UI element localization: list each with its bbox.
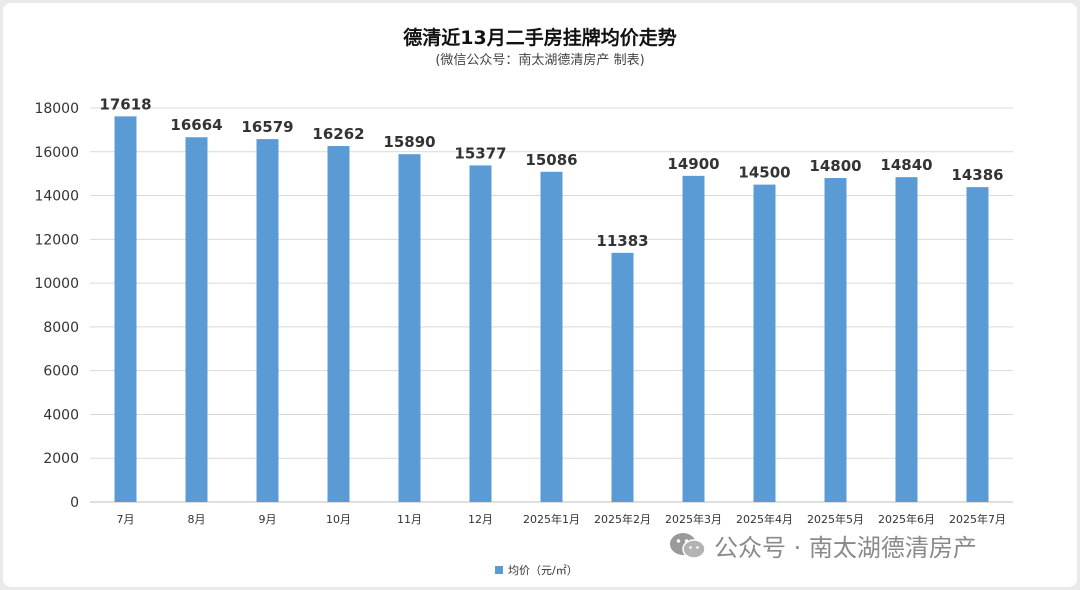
x-tick-label: 2025年4月 — [736, 512, 793, 526]
bar — [256, 139, 279, 502]
bar — [824, 178, 847, 503]
bar — [540, 171, 563, 502]
data-label: 14500 — [738, 164, 790, 182]
y-tick-label: 0 — [70, 495, 79, 511]
y-tick-label: 16000 — [34, 145, 79, 161]
x-tick-label: 2025年6月 — [878, 512, 935, 526]
y-tick-label: 10000 — [34, 276, 79, 292]
x-tick-label: 2025年2月 — [594, 512, 651, 526]
data-label: 11383 — [596, 232, 648, 250]
bar — [398, 154, 421, 503]
x-tick-label: 2025年3月 — [665, 512, 722, 526]
data-label: 14840 — [880, 156, 932, 174]
bar — [682, 175, 705, 502]
x-tick-label: 12月 — [468, 513, 493, 526]
y-tick-label: 14000 — [34, 189, 79, 205]
bar — [327, 146, 350, 502]
data-label: 15890 — [383, 133, 435, 151]
x-tick-label: 2025年5月 — [807, 512, 864, 526]
x-tick-label: 10月 — [326, 513, 351, 526]
y-tick-label: 8000 — [43, 320, 79, 336]
y-tick-label: 2000 — [43, 451, 79, 467]
data-label: 16262 — [312, 125, 364, 143]
bar — [966, 187, 989, 502]
watermark: 公众号 · 南太湖德清房产 — [668, 528, 977, 563]
chart-title: 德清近13月二手房挂牌均价走势 — [403, 27, 677, 49]
data-label: 14900 — [667, 155, 719, 173]
legend-swatch — [495, 566, 503, 574]
y-tick-label: 12000 — [34, 232, 79, 248]
bar — [753, 184, 776, 502]
x-tick-label: 7月 — [117, 513, 135, 526]
legend-label: 均价（元/㎡） — [508, 564, 578, 577]
data-label: 14386 — [951, 166, 1003, 184]
x-tick-label: 9月 — [259, 513, 277, 526]
y-tick-label: 18000 — [34, 101, 79, 117]
bar — [469, 165, 492, 502]
chart-legend: 均价（元/㎡） — [495, 562, 578, 578]
data-label: 16664 — [170, 116, 222, 134]
bar — [185, 137, 208, 502]
watermark-text: 公众号 · 南太湖德清房产 — [714, 534, 977, 562]
x-tick-label: 2025年7月 — [949, 512, 1006, 526]
data-label: 15377 — [454, 144, 506, 162]
bar — [611, 252, 634, 502]
chart-subtitle: (微信公众号：南太湖德清房产 制表) — [435, 53, 645, 68]
data-label: 14800 — [809, 157, 861, 175]
bar — [114, 116, 137, 502]
data-label: 15086 — [525, 151, 577, 169]
wechat-icon — [670, 532, 706, 559]
data-label: 17618 — [99, 95, 151, 113]
y-tick-label: 4000 — [43, 407, 79, 423]
x-tick-label: 8月 — [188, 513, 206, 526]
data-label: 16579 — [241, 118, 293, 136]
y-tick-label: 6000 — [43, 364, 79, 380]
x-tick-label: 2025年1月 — [523, 512, 580, 526]
bar — [895, 177, 918, 502]
x-tick-label: 11月 — [397, 513, 422, 526]
